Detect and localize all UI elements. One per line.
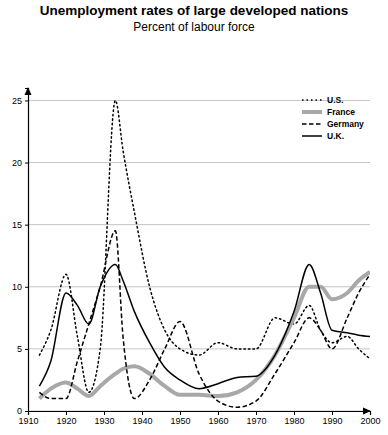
legend-label: U.K.	[327, 131, 344, 141]
grid	[28, 100, 370, 411]
y-tick-mark	[25, 163, 28, 164]
x-tick-label: 1960	[208, 416, 228, 426]
x-tick: 1990	[322, 411, 342, 426]
x-tick-mark	[218, 411, 219, 415]
x-tick-label: 1980	[284, 416, 304, 426]
legend-label: U.S.	[327, 95, 344, 105]
x-tick: 1980	[284, 411, 304, 426]
plot-area	[39, 100, 370, 407]
y-tick: 20	[12, 158, 28, 168]
subtitle: Percent of labour force	[133, 20, 255, 34]
x-tick-mark	[180, 411, 181, 415]
x-tick-label: 1990	[322, 416, 342, 426]
x-axis: 1910 1920 1930 1940 1950 1960 1970 1980 1990 2000	[18, 411, 380, 426]
legend-swatch	[302, 110, 322, 114]
x-tick-label: 1930	[94, 416, 114, 426]
x-tick: 1970	[246, 411, 266, 426]
x-tick-mark	[104, 411, 105, 415]
x-axis-arrow	[363, 408, 371, 415]
x-tick: 1930	[94, 411, 114, 426]
y-tick: 10	[12, 282, 28, 292]
y-tick-label: 5	[17, 344, 22, 354]
x-tick-mark	[370, 411, 371, 415]
legend: U.S. France Germany U.K.	[302, 95, 364, 141]
y-axis-arrow	[25, 87, 32, 95]
x-tick-label: 2000	[360, 416, 380, 426]
y-tick-label: 20	[12, 158, 22, 168]
legend-label: France	[327, 107, 355, 117]
title: Unemployment rates of large developed na…	[40, 3, 348, 18]
x-axis-line	[29, 412, 371, 416]
chart: Unemployment rates of large developed na…	[0, 0, 388, 435]
x-tick-label: 1910	[18, 416, 38, 426]
x-tick-mark	[294, 411, 295, 415]
x-tick-mark	[256, 411, 257, 415]
y-tick-mark	[25, 411, 28, 412]
x-tick-label: 1920	[56, 416, 76, 426]
x-tick-mark	[332, 411, 333, 415]
x-tick: 1960	[208, 411, 228, 426]
x-tick-mark	[66, 411, 67, 415]
x-tick: 1940	[132, 411, 152, 426]
grid-line	[28, 162, 370, 163]
y-tick-label: 15	[12, 220, 22, 230]
legend-swatch	[302, 123, 322, 125]
y-tick-label: 0	[17, 406, 22, 416]
grid-line	[28, 224, 370, 225]
y-tick-mark	[25, 349, 28, 350]
y-tick: 25	[12, 96, 28, 106]
series-line	[39, 100, 370, 392]
legend-swatch	[302, 135, 322, 137]
y-tick-mark	[25, 287, 28, 288]
legend-swatch	[302, 99, 322, 101]
y-tick-mark	[25, 225, 28, 226]
legend-label: Germany	[327, 119, 364, 129]
series-line	[39, 231, 370, 407]
x-tick-mark	[142, 411, 143, 415]
x-tick: 1920	[56, 411, 76, 426]
x-tick: 1950	[170, 411, 190, 426]
grid-line	[28, 100, 370, 101]
y-tick-mark	[25, 100, 28, 101]
x-tick-label: 1970	[246, 416, 266, 426]
x-tick-label: 1950	[170, 416, 190, 426]
y-tick-label: 25	[12, 96, 22, 106]
y-tick: 0	[17, 406, 28, 416]
series-line	[39, 264, 370, 388]
y-tick-label: 10	[12, 282, 22, 292]
y-tick: 5	[17, 344, 28, 354]
x-tick-label: 1940	[132, 416, 152, 426]
y-axis: 0 5 10 15 20 25	[12, 89, 29, 417]
y-tick: 15	[12, 220, 28, 230]
y-axis-line	[25, 89, 29, 412]
